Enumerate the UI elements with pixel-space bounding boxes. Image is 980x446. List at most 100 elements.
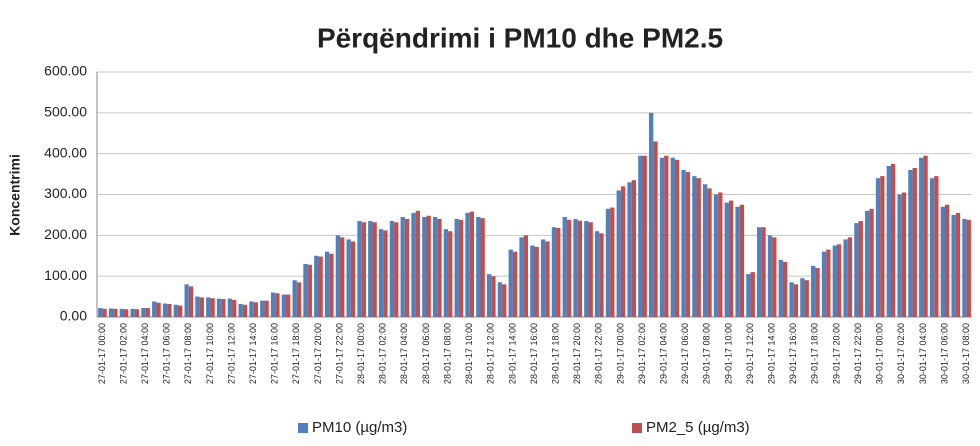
bar [703, 184, 708, 317]
bar [346, 239, 351, 317]
bar [383, 230, 388, 317]
bar [757, 227, 762, 317]
bar [944, 204, 950, 317]
bar [210, 298, 215, 317]
bar [631, 180, 637, 317]
x-tick-label: 27-01-17 12:00 [226, 323, 236, 384]
bar [815, 268, 820, 317]
bar [562, 216, 567, 317]
bar [919, 157, 924, 317]
legend-swatch [632, 423, 642, 433]
bar [497, 282, 503, 317]
bar [329, 253, 334, 317]
bar [681, 170, 686, 317]
bar [865, 210, 870, 317]
bar [178, 305, 183, 317]
bar [664, 155, 669, 317]
bar [713, 194, 719, 317]
bar [108, 308, 114, 317]
x-tick-label: 27-01-17 08:00 [183, 323, 193, 384]
bar [767, 235, 773, 317]
y-tick-label: 400.00 [44, 144, 87, 160]
bar [929, 178, 935, 317]
y-tick-label: 0.00 [60, 308, 87, 324]
bar [448, 231, 453, 317]
bar [534, 246, 539, 317]
bar [858, 221, 863, 317]
bar [422, 216, 427, 317]
x-tick-label: 30-01-17 06:00 [939, 323, 949, 384]
bar [962, 219, 967, 317]
bar [696, 178, 701, 317]
bar [649, 112, 654, 317]
y-tick-label: 600.00 [44, 63, 87, 79]
bar [951, 214, 956, 317]
bar [173, 304, 179, 317]
bar [454, 219, 459, 317]
bar [260, 300, 265, 317]
bar [800, 278, 805, 317]
bar [195, 296, 200, 317]
bar [469, 211, 475, 317]
bar [404, 219, 410, 317]
bar [847, 237, 853, 317]
bar [324, 251, 330, 317]
y-tick-label: 100.00 [44, 267, 87, 283]
x-tick-label: 27-01-17 18:00 [291, 323, 301, 384]
x-tick-label: 28-01-17 16:00 [529, 323, 539, 384]
bar [642, 155, 647, 317]
x-tick-label: 27-01-17 16:00 [270, 323, 280, 384]
bar [875, 178, 881, 317]
x-tick-label: 28-01-17 14:00 [507, 323, 517, 384]
bar [491, 276, 496, 317]
bar [232, 299, 237, 317]
bar [772, 237, 777, 317]
bar [908, 170, 913, 317]
bar [804, 280, 809, 317]
bar [130, 308, 135, 317]
x-tick-label: 29-01-17 22:00 [853, 323, 863, 384]
bar [458, 219, 464, 317]
x-tick-label: 30-01-17 08:00 [961, 323, 971, 384]
bar [400, 216, 405, 317]
bar [270, 292, 276, 317]
bar [616, 190, 621, 317]
bar [556, 227, 561, 317]
x-tick-label: 28-01-17 02:00 [378, 323, 388, 384]
legend-swatch [298, 423, 308, 433]
x-tick-label: 29-01-17 10:00 [723, 323, 733, 384]
bar [508, 249, 513, 317]
bar [227, 298, 233, 317]
y-tick-label: 200.00 [44, 226, 87, 242]
bar [394, 222, 399, 317]
bar [670, 157, 675, 317]
bar [340, 237, 345, 317]
bar [134, 309, 140, 317]
x-tick-label: 29-01-17 02:00 [637, 323, 647, 384]
bar [540, 239, 546, 317]
bar [199, 297, 204, 317]
bar [923, 155, 928, 317]
bar [610, 207, 615, 317]
bar [281, 294, 287, 317]
x-tick-label: 30-01-17 00:00 [875, 323, 885, 384]
bar [573, 219, 578, 317]
x-tick-label: 29-01-17 00:00 [615, 323, 625, 384]
x-tick-label: 27-01-17 02:00 [118, 323, 128, 384]
bar [465, 212, 470, 317]
x-tick-label: 29-01-17 12:00 [745, 323, 755, 384]
bar [98, 308, 103, 317]
bar [264, 300, 269, 317]
legend-label: PM10 (µg/m3) [312, 419, 407, 436]
y-axis-label: Koncentrimi [7, 154, 23, 236]
bar [156, 302, 161, 317]
bar [286, 294, 291, 317]
x-tick-label: 29-01-17 16:00 [788, 323, 798, 384]
bar [620, 186, 626, 317]
bar [912, 167, 917, 317]
bar [512, 251, 518, 317]
bar [778, 259, 783, 317]
bar [292, 280, 297, 317]
y-tick-label: 500.00 [44, 104, 87, 120]
x-tick-label: 29-01-17 14:00 [767, 323, 777, 384]
